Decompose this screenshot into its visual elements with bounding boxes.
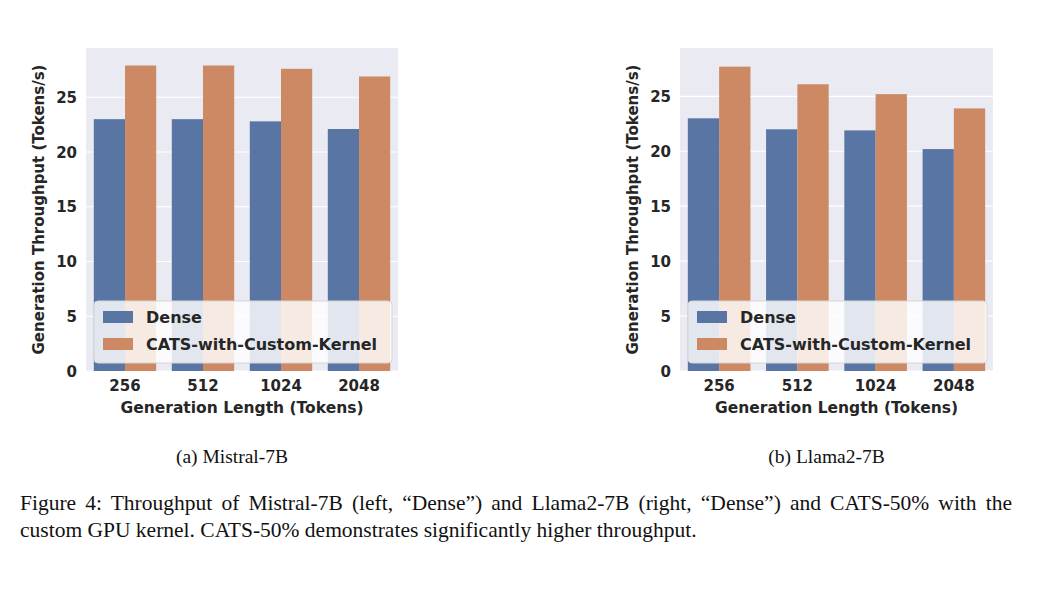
x-tick-label: 256 [109, 377, 140, 395]
x-tick-label: 256 [703, 377, 734, 395]
subcaption: (b) Llama2-7B [768, 446, 884, 468]
y-tick-label: 10 [650, 253, 671, 271]
x-tick-label: 2048 [338, 377, 380, 395]
chart: 0 5 10 15 20 25 256 512 1024 2048 Generation Lengt… [30, 48, 398, 468]
legend-label: Dense [740, 308, 796, 327]
plot-background [680, 48, 993, 371]
x-tick-label: 512 [187, 377, 218, 395]
x-axis-label: Generation Length (Tokens) [715, 399, 958, 417]
plot-background [86, 48, 398, 371]
y-tick-label: 0 [67, 363, 77, 381]
legend-swatch [103, 311, 133, 323]
legend-label: CATS-with-Custom-Kernel [740, 335, 971, 354]
legend: Dense CATS-with-Custom-Kernel [94, 301, 392, 363]
x-tick-label: 512 [782, 377, 813, 395]
y-axis-label: Generation Throughput (Tokens/s) [30, 65, 48, 355]
y-tick-label: 25 [56, 89, 77, 107]
x-axis-label: Generation Length (Tokens) [120, 399, 363, 417]
y-tick-label: 5 [67, 308, 77, 326]
y-tick-label: 20 [650, 143, 671, 161]
y-tick-label: 20 [56, 144, 77, 162]
y-tick-label: 0 [661, 363, 671, 381]
figure: 0 5 10 15 20 25 256 512 1024 2048 Generation Lengt… [0, 0, 1039, 480]
x-tick-label: 1024 [260, 377, 302, 395]
y-tick-label: 15 [56, 198, 77, 216]
y-tick-label: 15 [650, 198, 671, 216]
x-tick-label: 1024 [855, 377, 897, 395]
figure-caption: Figure 4: Throughput of Mistral-7B (left… [20, 490, 1012, 543]
x-tick-label: 2048 [933, 377, 975, 395]
y-tick-label: 10 [56, 253, 77, 271]
y-tick-label: 5 [661, 308, 671, 326]
subcaption: (a) Mistral-7B [176, 446, 288, 468]
legend: Dense CATS-with-Custom-Kernel [688, 301, 987, 363]
legend-label: CATS-with-Custom-Kernel [146, 335, 377, 354]
legend-label: Dense [146, 308, 202, 327]
legend-box [688, 301, 987, 363]
legend-swatch [103, 338, 133, 350]
legend-box [94, 301, 392, 363]
y-axis-label: Generation Throughput (Tokens/s) [624, 65, 642, 355]
y-tick-label: 25 [650, 88, 671, 106]
legend-swatch [697, 338, 727, 350]
legend-swatch [697, 311, 727, 323]
chart: 0 5 10 15 20 25 256 512 1024 2048 Generation Lengt… [624, 48, 993, 468]
